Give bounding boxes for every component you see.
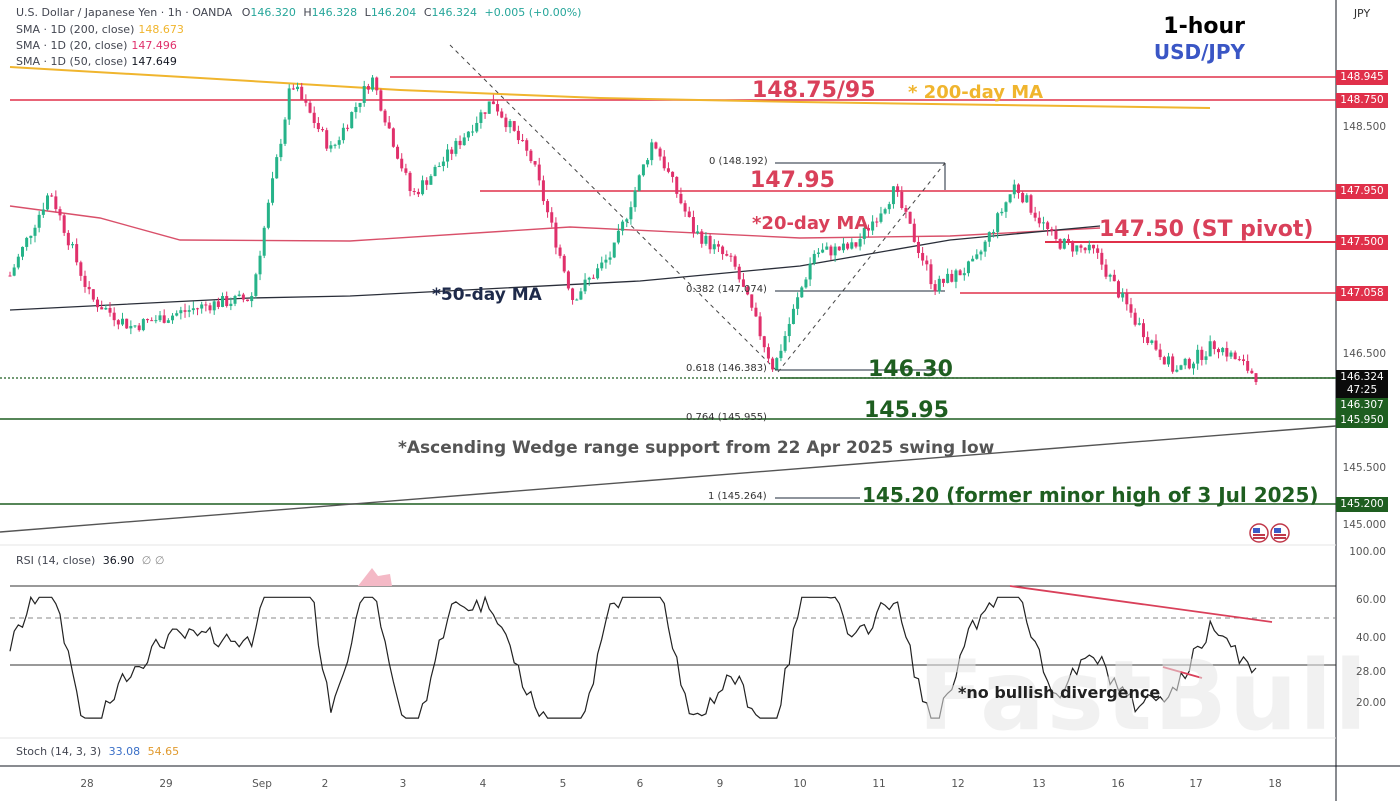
time-label: 16 [1111, 778, 1125, 790]
rsi-tick: 20.00 [1355, 697, 1386, 709]
rsi-pane [9, 568, 1336, 719]
price-tag-147-500: 147.500 [1336, 235, 1388, 250]
price-tick: 146.500 [1342, 348, 1386, 360]
pair-title: USD/JPY [1153, 40, 1245, 64]
annotation-146-30: 146.30 [868, 357, 953, 382]
fib-trend-line [777, 162, 946, 373]
rsi-tick: 60.00 [1355, 594, 1386, 606]
annotation-147-95: 147.95 [750, 168, 835, 193]
time-label: 2 [321, 778, 329, 790]
fib-trend-line [449, 44, 779, 373]
fib-label-0382: 0.382 (147.074) [686, 284, 767, 295]
ohlc-close: 146.324 [431, 6, 478, 19]
time-label: 3 [399, 778, 407, 790]
time-label: 18 [1268, 778, 1282, 790]
stoch-d-value: 54.65 [147, 745, 180, 758]
time-label: 6 [636, 778, 644, 790]
sma200-legend[interactable]: SMA · 1D (200, close) 148.673 [16, 23, 184, 36]
price-tick: 145.500 [1342, 462, 1386, 474]
stoch-legend[interactable]: Stoch (14, 3, 3) 33.08 54.65 [16, 745, 180, 758]
price-tag-146-307: 146.307 [1336, 398, 1388, 413]
chart-title: 1-hour USD/JPY [1154, 14, 1245, 64]
symbol-legend[interactable]: U.S. Dollar / Japanese Yen · 1h · OANDA … [16, 6, 582, 19]
annotation-145-95: 145.95 [864, 398, 949, 423]
time-label: 29 [159, 778, 173, 790]
sma20-legend[interactable]: SMA · 1D (20, close) 147.496 [16, 39, 177, 52]
time-label: 4 [479, 778, 487, 790]
rsi-trendline [1009, 585, 1273, 623]
rsi-trendline-low [1162, 666, 1203, 679]
sma200-line [9, 66, 1211, 109]
time-label: 28 [80, 778, 94, 790]
price-tag-147-058: 147.058 [1336, 286, 1388, 301]
sma20-value: 147.496 [131, 39, 177, 52]
sma20-line [9, 205, 1101, 242]
ohlc-high: 146.328 [311, 6, 358, 19]
sma200-value: 148.673 [138, 23, 184, 36]
ohlc-change: +0.005 (+0.00%) [484, 6, 582, 19]
annotation-20-day-ma: *20-day MA [752, 213, 869, 234]
candlestick-series [8, 75, 1258, 385]
fib-lines [775, 162, 946, 499]
currency-selector[interactable]: JPY [1342, 5, 1382, 23]
time-label: 9 [716, 778, 724, 790]
symbol-name: U.S. Dollar / Japanese Yen · 1h · OANDA [16, 6, 233, 19]
fib-label-0764: 0.764 (145.955) [686, 412, 767, 423]
time-label: 10 [793, 778, 807, 790]
us-flag-event-icon[interactable] [1249, 523, 1269, 543]
ohlc-low: 146.204 [370, 6, 417, 19]
price-tag-148-750: 148.750 [1336, 93, 1388, 108]
timeframe-title: 1-hour [1163, 14, 1245, 39]
fib-label-0: 0 (148.192) [709, 156, 768, 167]
annotation-no-bullish-divergence: *no bullish divergence [958, 683, 1161, 702]
price-tag-147-950: 147.950 [1336, 184, 1388, 199]
price-tick: 145.000 [1342, 519, 1386, 531]
sma50-line [9, 225, 1101, 311]
price-tag-148-945: 148.945 [1336, 70, 1388, 85]
annotation-200-day-ma: * 200-day MA [908, 82, 1044, 103]
time-label: 12 [951, 778, 965, 790]
rsi-tick: 28.00 [1355, 666, 1386, 678]
annotation-148-75-95: 148.75/95 [752, 78, 876, 103]
price-tag-145-950: 145.950 [1336, 413, 1388, 428]
annotation-145-20: 145.20 (former minor high of 3 Jul 2025) [862, 483, 1319, 507]
time-label: 17 [1189, 778, 1203, 790]
annotation-50-day-ma: *50-day MA [432, 285, 542, 305]
time-label: Sep [252, 778, 272, 790]
wedge-support-line [0, 425, 1337, 533]
time-label: 13 [1032, 778, 1046, 790]
fib-label-1: 1 (145.264) [708, 491, 767, 502]
price-tag-145-200: 145.200 [1336, 497, 1388, 512]
annotation-st-pivot: 147.50 (ST pivot) [1099, 217, 1314, 242]
watermark: FastBull [918, 640, 1370, 752]
sma50-value: 147.649 [131, 55, 177, 68]
ohlc-open: 146.320 [250, 6, 296, 19]
annotation-wedge-support: *Ascending Wedge range support from 22 A… [398, 438, 995, 458]
price-tick: 148.500 [1342, 121, 1386, 133]
rsi-legend[interactable]: RSI (14, close) 36.90 ∅ ∅ [16, 554, 165, 567]
fib-label-0618: 0.618 (146.383) [686, 363, 767, 374]
us-flag-event-icon[interactable] [1270, 523, 1290, 543]
stoch-k-value: 33.08 [108, 745, 141, 758]
time-label: 5 [559, 778, 567, 790]
sma50-legend[interactable]: SMA · 1D (50, close) 147.649 [16, 55, 177, 68]
rsi-value: 36.90 [102, 554, 135, 567]
rsi-tick: 100.00 [1349, 546, 1386, 558]
rsi-tick: 40.00 [1355, 632, 1386, 644]
time-label: 11 [872, 778, 886, 790]
bar-countdown: 47:25 [1346, 384, 1378, 396]
price-tag-current: 146.324 47:25 [1336, 370, 1388, 398]
